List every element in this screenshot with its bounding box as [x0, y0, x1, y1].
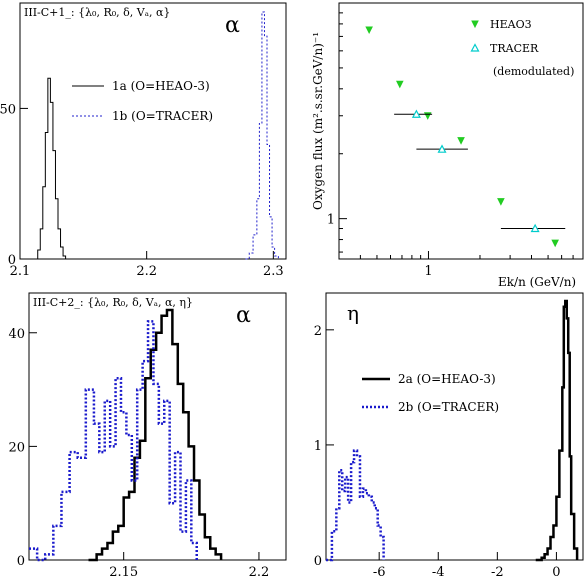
panel-c-param-label: α [236, 303, 251, 328]
data-point-heao3 [365, 26, 373, 35]
legend-marker-heao3 [471, 20, 479, 29]
panel-a: 2.1 2.2 2.3 0 50 III-C+1_: {λ₀, R₀, δ, Vₐ, α… [0, 2, 287, 279]
y-tick-label: 0 [314, 554, 322, 569]
x-tick-label: 1 [424, 264, 432, 279]
legend-marker-tracer [470, 43, 480, 52]
x-tick-label: -4 [432, 565, 445, 580]
panel-c-title: III-C+2_: {λ₀, R₀, δ, Vₐ, α, η} [33, 296, 193, 309]
panel-a-legend: 1a (O=HEAO-3) 1b (O=TRACER) [72, 79, 213, 123]
y-tick-label: 1 [314, 439, 322, 454]
panel-a-title: III-C+1_: {λ₀, R₀, δ, Vₐ, α} [24, 6, 170, 19]
y-tick-label: 50 [0, 102, 16, 117]
panel-d-param-label: η [347, 301, 359, 325]
x-tick-label: 2.2 [249, 565, 270, 580]
panel-b-note: (demodulated) [493, 65, 574, 78]
data-point-tracer [437, 144, 447, 153]
y-tick-label: 20 [8, 440, 25, 455]
legend-label: TRACER [490, 42, 539, 55]
panel-d: -6 -4 -2 0 0 1 2 η 2a (O=HEAO-3) 2b (O=TRACER) [314, 292, 584, 580]
series-line-heao3 [35, 77, 69, 260]
panel-b-ylabel: Oxygen flux (m².s.sr.GeV/n)⁻¹ [311, 32, 325, 210]
x-tick-label: 2.15 [109, 565, 138, 580]
legend-label: 1b (O=TRACER) [112, 109, 213, 123]
x-tick-label: 2.3 [263, 264, 284, 279]
x-tick-label: -2 [491, 565, 504, 580]
y-tick-label: 0 [17, 554, 25, 569]
legend-label: 2b (O=TRACER) [398, 400, 499, 414]
series-line-tracer [29, 320, 198, 562]
panel-b-xlabel: Ek/n (GeV/n) [498, 275, 576, 289]
data-point-tracer [530, 223, 540, 233]
data-point-heao3 [497, 198, 505, 206]
data-point-heao3 [423, 112, 432, 120]
y-tick-label: 0 [8, 253, 16, 268]
panel-a-param-label: α [225, 13, 240, 38]
x-tick-label: 2.1 [10, 264, 31, 279]
series-line-tracer [245, 11, 279, 260]
panel-d-frame [325, 292, 584, 561]
panel-c-frame [28, 292, 287, 561]
legend-label: 1a (O=HEAO-3) [112, 79, 210, 93]
panel-d-legend: 2a (O=HEAO-3) 2b (O=TRACER) [362, 372, 499, 414]
panel-c: 2.15 2.2 0 20 40 III-C+2_: {λ₀, R₀, δ, Vₐ, α… [8, 292, 287, 580]
series-line-tracer [326, 449, 385, 562]
data-point-heao3 [457, 137, 465, 145]
panel-b-frame [338, 2, 584, 260]
x-tick-label: 0 [552, 565, 560, 580]
x-tick-label: 2.2 [136, 264, 157, 279]
data-point-heao3 [396, 80, 404, 89]
panel-a-frame [19, 2, 287, 260]
panel-b: 1 1 Oxygen flux (m².s.sr.GeV/n)⁻¹ Ek/n (G… [311, 2, 584, 289]
y-tick-label: 40 [8, 327, 25, 342]
panel-b-legend: HEAO3 TRACER [470, 18, 539, 55]
y-tick-label: 2 [314, 324, 322, 339]
x-tick-label: -6 [373, 565, 386, 580]
series-line-heao3 [88, 308, 223, 562]
legend-label: 2a (O=HEAO-3) [398, 372, 496, 386]
legend-label: HEAO3 [490, 18, 532, 31]
data-point-tracer [411, 109, 421, 118]
series-line-heao3 [535, 299, 579, 562]
data-point-heao3 [551, 239, 559, 248]
y-tick-label: 1 [327, 213, 335, 228]
